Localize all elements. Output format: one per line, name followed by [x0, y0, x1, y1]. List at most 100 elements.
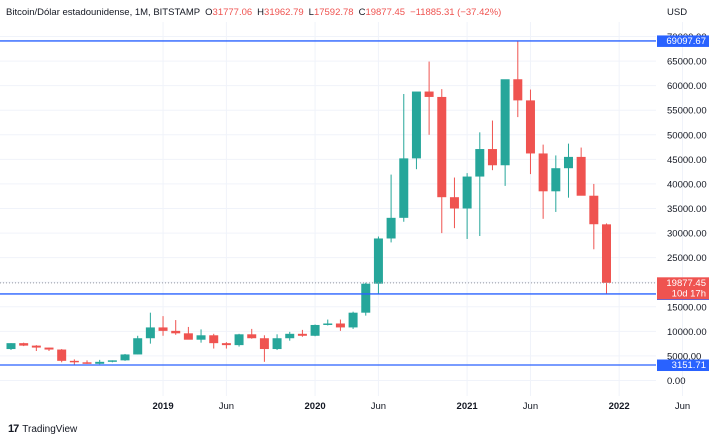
price-tag-bg — [657, 277, 709, 300]
candle-body — [424, 91, 434, 97]
candle — [399, 93, 409, 222]
x-tick-label: Jun — [523, 401, 538, 412]
candle-body — [386, 217, 396, 239]
candle-body — [120, 354, 130, 361]
footer-brand[interactable]: 17 TradingView — [8, 423, 77, 435]
chart-header: Bitcoin/Dólar estadounidense, 1M, BITSTA… — [6, 7, 501, 18]
x-tick-label: Jun — [219, 401, 234, 412]
candle — [297, 329, 307, 337]
open-label: O — [205, 7, 213, 18]
candle-body — [411, 91, 421, 159]
candle — [209, 333, 219, 349]
candle — [259, 335, 269, 362]
candle — [424, 61, 434, 135]
x-tick-label: 2020 — [305, 401, 326, 412]
candle — [95, 359, 105, 365]
candle — [221, 342, 231, 349]
tradingview-logo-icon: 17 — [8, 423, 19, 435]
y-tick-label: 50000.00 — [667, 130, 707, 141]
price-tag: 3151.71 — [657, 359, 709, 372]
price-tag-label: 3151.71 — [672, 360, 706, 371]
candle — [107, 360, 117, 363]
candle-body — [95, 361, 105, 364]
candle — [462, 173, 472, 239]
open-value: 31777.06 — [212, 7, 253, 18]
candle-body — [221, 343, 231, 346]
candle-body — [297, 333, 307, 336]
x-tick-label: 2022 — [609, 401, 630, 412]
candle-body — [272, 338, 282, 350]
candle-body — [209, 335, 219, 344]
candle-body — [563, 156, 573, 169]
candle-body — [399, 158, 409, 218]
candle-body — [323, 323, 333, 325]
close-label: C — [358, 7, 366, 18]
candle — [133, 335, 143, 355]
candle — [57, 349, 67, 363]
low-value: 17592.78 — [313, 7, 354, 18]
y-tick-label: 30000.00 — [667, 229, 707, 240]
candle-body — [158, 327, 168, 331]
candle — [449, 177, 459, 229]
price-tag-label: 69097.67 — [666, 36, 706, 47]
candle-body — [196, 335, 206, 340]
candle — [310, 324, 320, 337]
candle — [234, 333, 244, 347]
candle — [247, 328, 257, 339]
candle-body — [449, 197, 459, 209]
candle — [348, 311, 358, 329]
candle — [525, 89, 535, 175]
y-tick-label: 15000.00 — [667, 302, 707, 313]
candle-body — [31, 345, 41, 348]
horizontal-lines[interactable] — [0, 40, 656, 366]
candle-body — [107, 360, 117, 362]
high-label: H — [257, 7, 265, 18]
candle — [31, 345, 41, 352]
price-tag-bg — [657, 35, 709, 47]
candle-body — [437, 96, 447, 198]
candles — [6, 41, 611, 365]
candle — [576, 147, 586, 196]
candle-body — [259, 338, 269, 350]
candle — [82, 360, 92, 364]
y-tick-label: 0.00 — [667, 376, 686, 387]
candle — [487, 120, 497, 171]
y-tick-label: 55000.00 — [667, 106, 707, 117]
candle — [69, 359, 79, 365]
price-tag-label: 19877.45 — [666, 278, 706, 289]
candle-body — [462, 176, 472, 209]
candle — [145, 312, 155, 344]
candle — [386, 174, 396, 243]
high-value: 31962.79 — [264, 7, 304, 18]
candle-body — [475, 149, 485, 177]
candle — [285, 331, 295, 341]
candle — [538, 144, 548, 219]
candle-body — [234, 334, 244, 346]
candle-body — [310, 324, 320, 336]
candle-body — [171, 330, 181, 334]
candle-body — [69, 360, 79, 363]
y-tick-label: 10000.00 — [667, 327, 707, 338]
candle — [183, 326, 193, 340]
candle-body — [589, 195, 599, 225]
x-tick-label: Jun — [675, 401, 690, 412]
price-tag-label: 10d 17h — [672, 288, 706, 299]
candle-body — [576, 156, 586, 196]
candle — [563, 143, 573, 198]
candle — [44, 347, 54, 352]
candle — [120, 353, 130, 361]
y-tick-label: 25000.00 — [667, 253, 707, 264]
candle — [323, 319, 333, 326]
y-tick-label: 40000.00 — [667, 179, 707, 190]
candle — [171, 320, 181, 335]
candle-body — [57, 349, 67, 361]
candle — [589, 183, 599, 250]
candle-body — [551, 168, 561, 192]
grid — [0, 22, 684, 396]
x-tick-label: 2021 — [457, 401, 479, 412]
x-tick-label: Jun — [371, 401, 386, 412]
candle — [373, 236, 383, 295]
candle — [6, 343, 16, 351]
